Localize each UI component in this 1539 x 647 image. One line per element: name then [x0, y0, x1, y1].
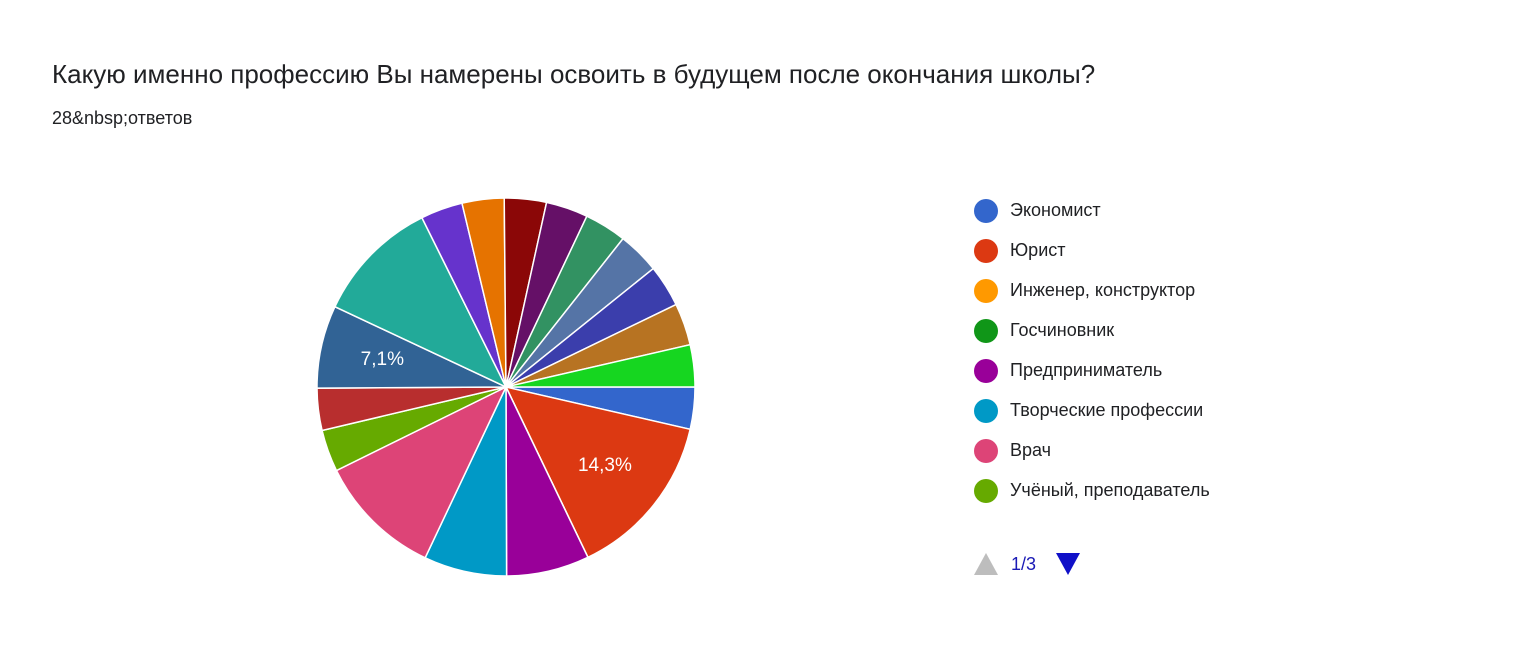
- legend-label: Творческие профессии: [1010, 400, 1203, 420]
- legend-swatch: [974, 319, 998, 343]
- legend-swatch: [974, 199, 998, 223]
- legend-label: Экономист: [1010, 200, 1101, 220]
- chart-subtitle: 28&nbsp;ответов: [52, 108, 192, 128]
- legend-swatch: [974, 479, 998, 503]
- legend-swatch: [974, 399, 998, 423]
- legend-label: Инженер, конструктор: [1010, 280, 1195, 300]
- legend-label: Юрист: [1010, 240, 1066, 260]
- legend-swatch: [974, 239, 998, 263]
- legend-page: 1/3: [1011, 554, 1036, 574]
- legend-prev[interactable]: [974, 553, 998, 575]
- legend-swatch: [974, 359, 998, 383]
- legend-label: Врач: [1010, 440, 1051, 460]
- legend-next[interactable]: [1056, 553, 1080, 575]
- pie-slice: [504, 385, 692, 559]
- pie-slice: [335, 385, 508, 559]
- chart-title: Какую именно профессию Вы намерены освои…: [52, 59, 1095, 89]
- legend-label: Предприниматель: [1010, 360, 1162, 380]
- slice-label: 14,3%: [578, 455, 632, 476]
- pie-slice: [333, 216, 508, 389]
- legend-label: Учёный, преподаватель: [1010, 480, 1210, 500]
- legend-swatch: [974, 279, 998, 303]
- pie-slice: [505, 343, 696, 388]
- legend-label: Госчиновник: [1010, 320, 1114, 340]
- slice-label: 7,1%: [361, 349, 404, 370]
- legend-swatch: [974, 439, 998, 463]
